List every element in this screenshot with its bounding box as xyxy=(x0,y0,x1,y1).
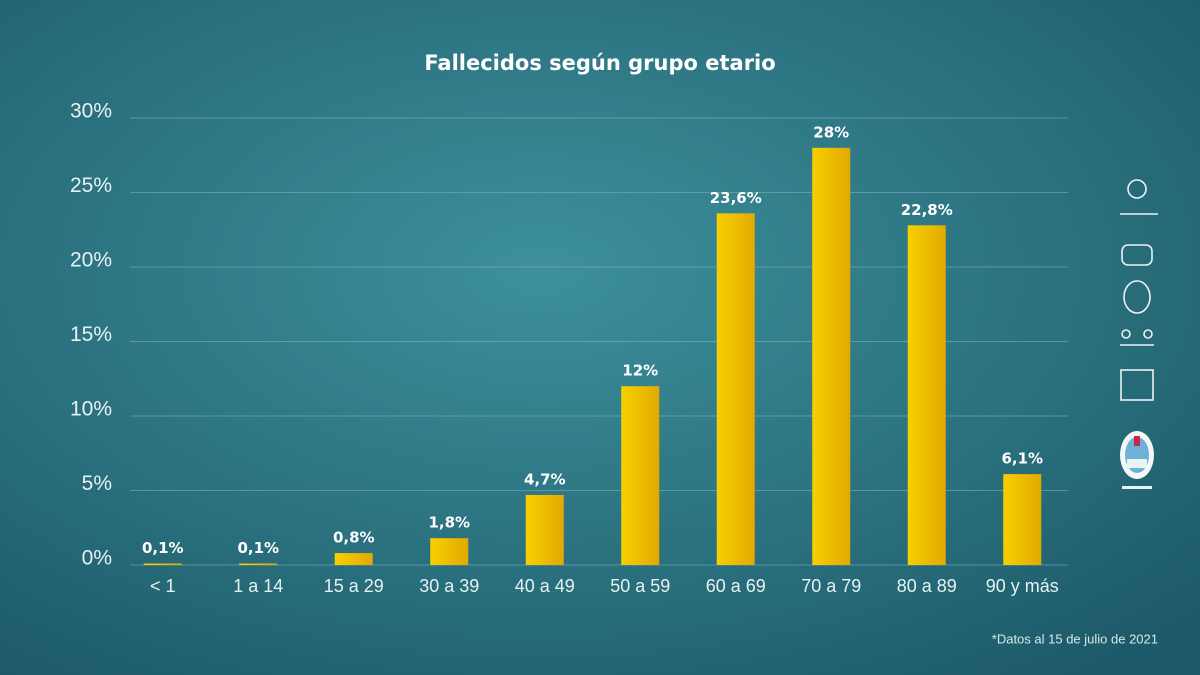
value-label: 6,1% xyxy=(1001,450,1043,468)
value-label: 28% xyxy=(813,123,849,141)
value-label: 12% xyxy=(622,362,658,380)
x-tick-label: 15 a 29 xyxy=(324,576,384,596)
footnote: *Datos al 15 de julio de 2021 xyxy=(992,631,1158,646)
value-label: 22,8% xyxy=(901,201,953,219)
bar xyxy=(812,147,851,566)
x-tick-label: 30 a 39 xyxy=(419,576,479,596)
x-tick-label: < 1 xyxy=(150,576,176,596)
bar xyxy=(907,225,946,565)
y-tick-label: 15% xyxy=(70,323,112,346)
chart-title: Fallecidos según grupo etario xyxy=(424,51,775,75)
value-label: 1,8% xyxy=(428,514,470,532)
x-tick-label: 60 a 69 xyxy=(706,576,766,596)
x-tick-label: 40 a 49 xyxy=(515,576,575,596)
bar xyxy=(621,386,660,565)
x-tick-label: 70 a 79 xyxy=(801,576,861,596)
x-tick-label: 80 a 89 xyxy=(897,576,957,596)
y-tick-label: 30% xyxy=(70,100,112,123)
y-tick-label: 0% xyxy=(82,547,112,570)
side-icons xyxy=(1120,179,1158,489)
y-tick-label: 20% xyxy=(70,249,112,272)
x-tick-label: 50 a 59 xyxy=(610,576,670,596)
value-label: 23,6% xyxy=(710,189,762,207)
y-tick-label: 25% xyxy=(70,174,112,197)
bar xyxy=(716,213,755,566)
x-tick-label: 90 y más xyxy=(986,576,1059,596)
bar xyxy=(334,553,373,565)
value-label: 4,7% xyxy=(524,470,566,488)
bar xyxy=(143,563,182,566)
bar xyxy=(239,563,278,566)
y-tick-label: 10% xyxy=(70,398,112,421)
value-label: 0,8% xyxy=(333,529,375,547)
value-label: 0,1% xyxy=(237,539,279,557)
bar xyxy=(1003,474,1042,565)
y-tick-label: 5% xyxy=(82,472,112,495)
value-label: 0,1% xyxy=(142,539,184,557)
bar xyxy=(525,494,564,565)
bar xyxy=(430,538,469,565)
x-tick-label: 1 a 14 xyxy=(233,576,283,596)
